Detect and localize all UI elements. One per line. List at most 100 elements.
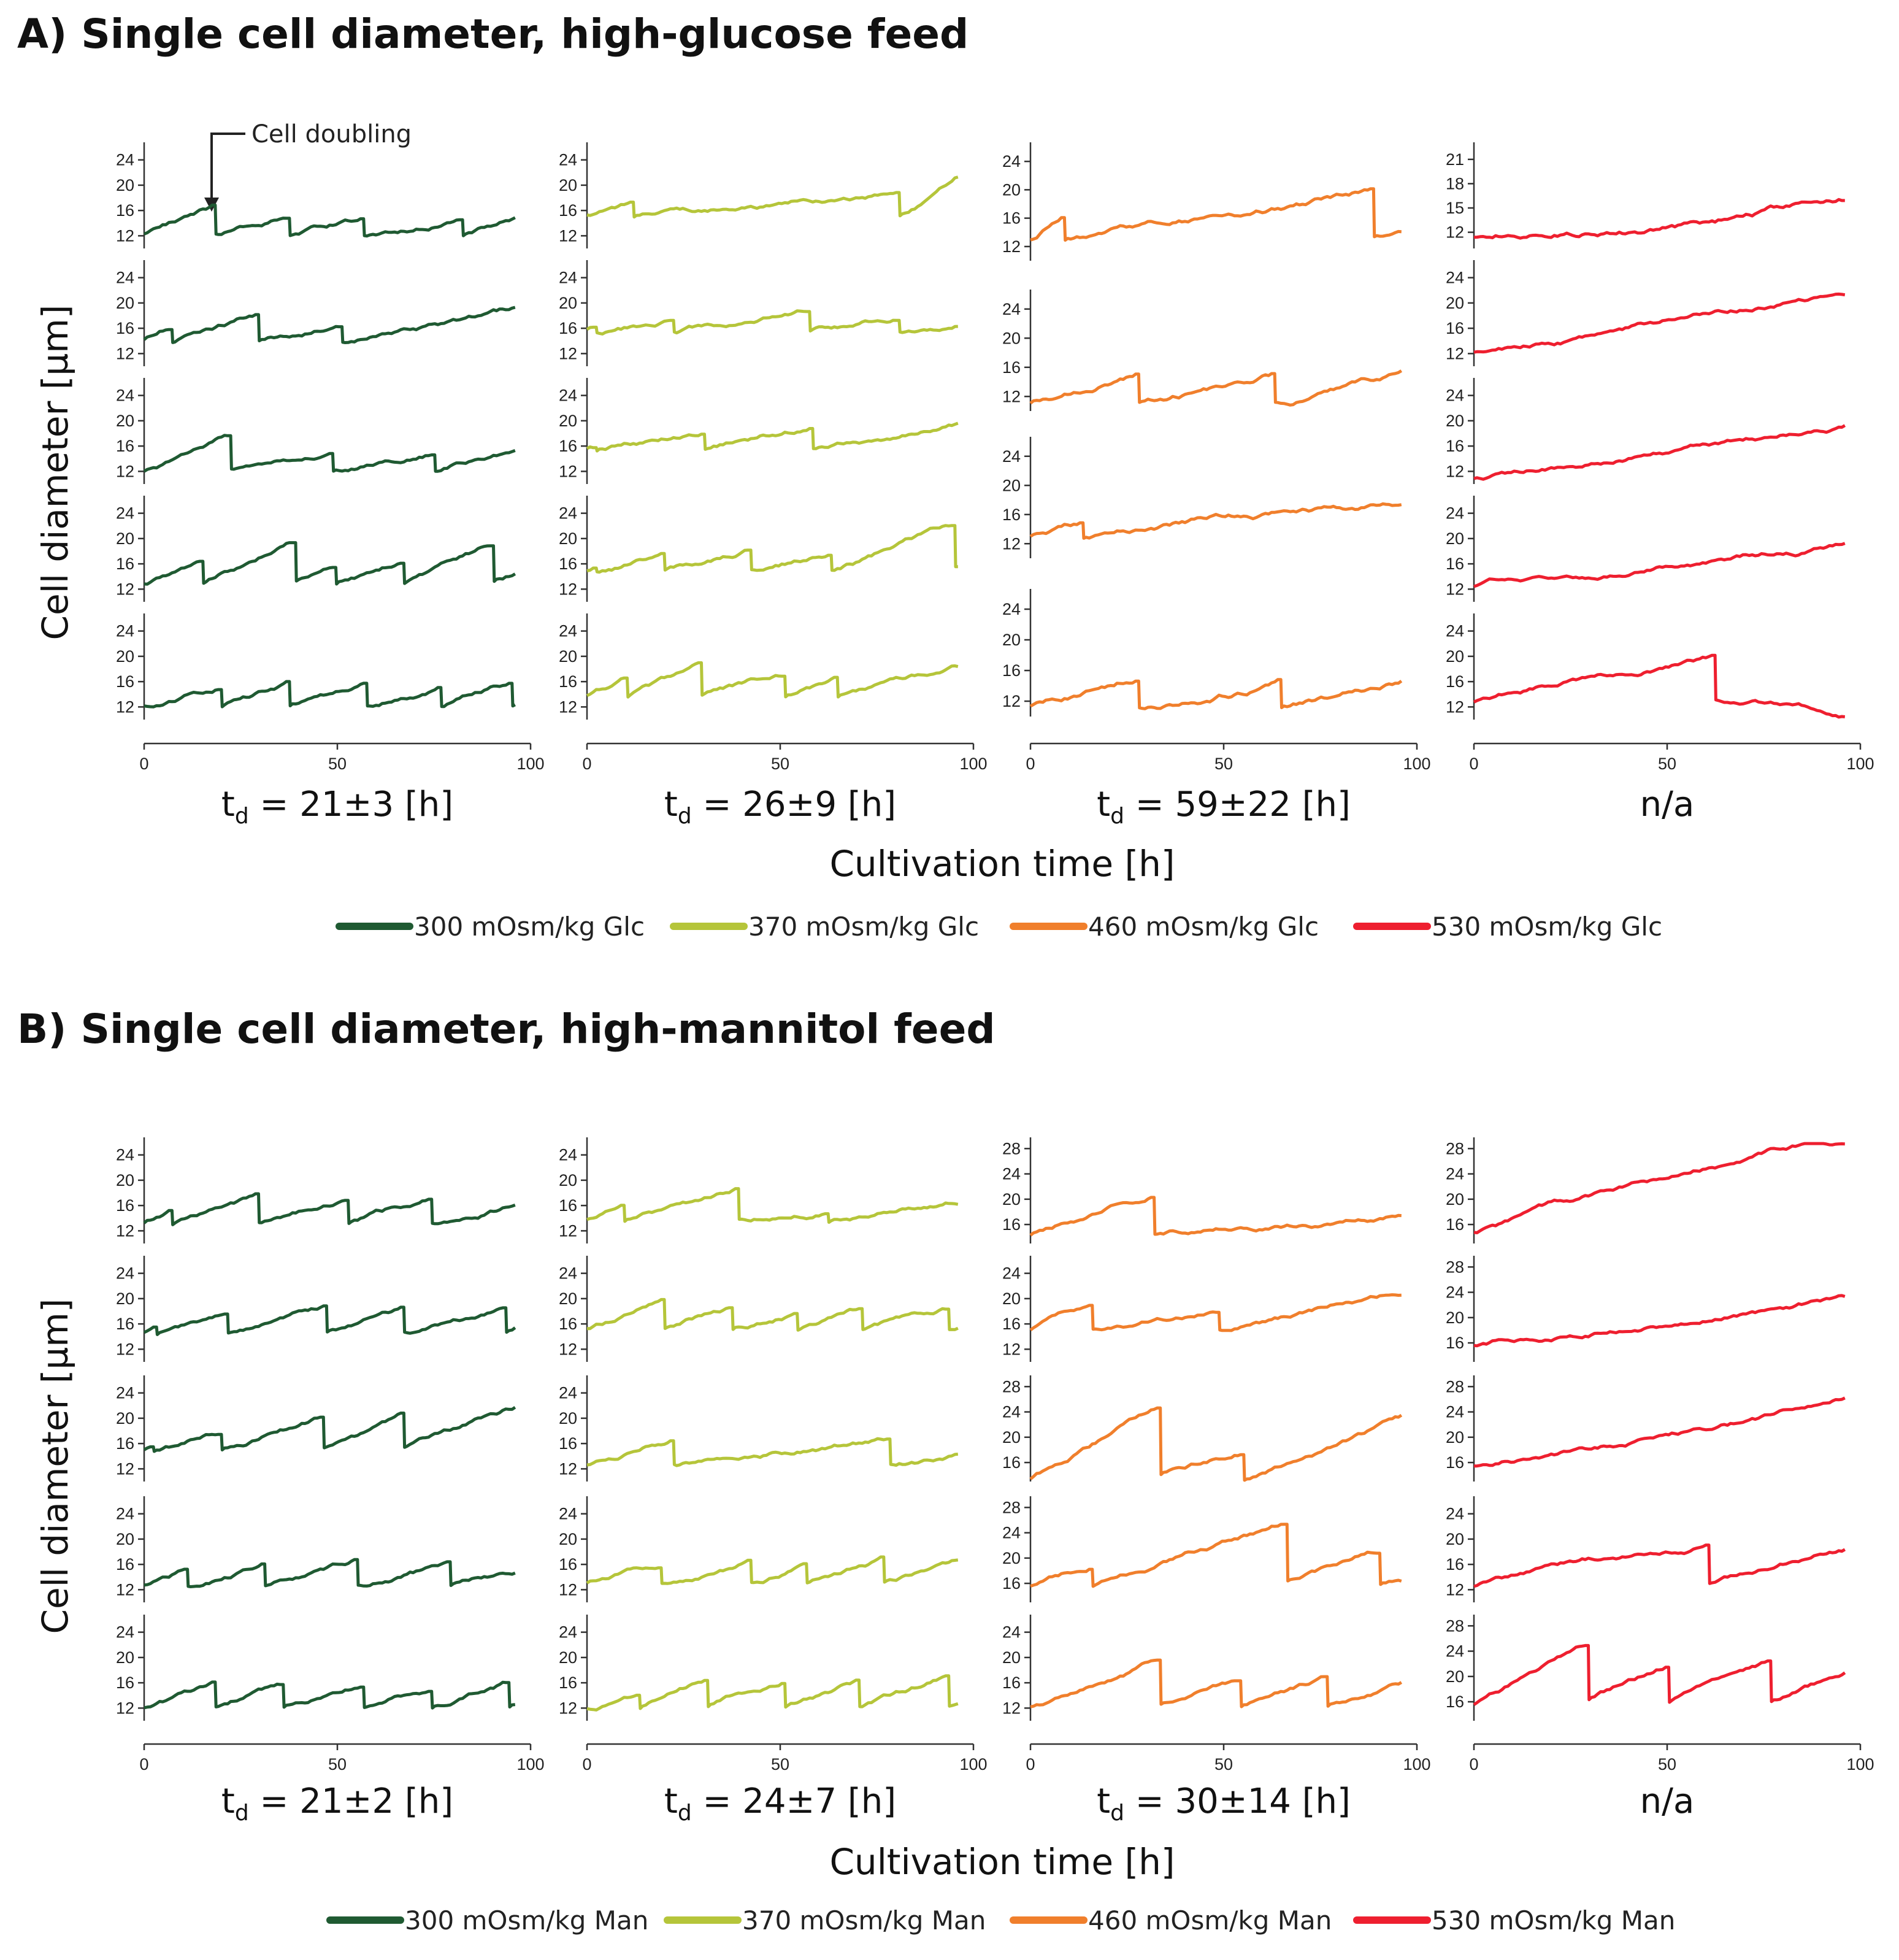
series-line-A-1-5 [144, 680, 516, 709]
y-tick-label: 24 [559, 1146, 577, 1164]
y-tick-label: 16 [559, 319, 577, 337]
y-tick-label: 24 [559, 151, 577, 169]
y-tick-label: 16 [1002, 661, 1021, 680]
y-tick-label: 20 [1002, 1428, 1021, 1447]
y-tick-label: 12 [559, 1459, 577, 1478]
y-tick-label: 16 [1002, 505, 1021, 524]
y-tick-label: 20 [1002, 180, 1021, 199]
section_b-legend-item-1: 300 mOsm/kg Man [326, 1905, 648, 1935]
series-line-A-3-2 [1029, 369, 1403, 407]
y-tick-label: 20 [559, 1409, 577, 1428]
legend-label: 460 mOsm/kg Man [1088, 1905, 1332, 1935]
series-line-B-2-3 [586, 1437, 959, 1467]
series-line-A-1-4 [144, 541, 516, 586]
panel-A-1-1: 12 16 20 24 [116, 142, 516, 248]
label-main: t [221, 1781, 235, 1821]
section_b-column-label-2: td = 24±7 [h] [664, 1781, 896, 1826]
y-tick-label: 16 [1002, 1215, 1021, 1234]
series-line-B-2-4 [586, 1555, 959, 1585]
label-main: t [664, 785, 678, 824]
legend-label: 370 mOsm/kg Man [742, 1905, 986, 1935]
y-tick-label: 28 [1002, 1377, 1021, 1396]
y-tick-label: 12 [116, 1340, 134, 1358]
legend-label: 370 mOsm/kg Glc [748, 912, 979, 942]
y-tick-label: 20 [116, 529, 134, 548]
x-axis-B-4: 0 50 100 [1469, 1743, 1874, 1774]
x-tick-label: 50 [1658, 755, 1676, 773]
y-tick-label: 20 [1002, 476, 1021, 494]
y-tick-label: 24 [559, 504, 577, 523]
legend-label: 530 mOsm/kg Glc [1432, 912, 1662, 942]
y-tick-label: 24 [116, 269, 134, 287]
y-tick-label: 24 [559, 1264, 577, 1283]
y-tick-label: 12 [559, 580, 577, 598]
x-axis-B-3: 0 50 100 [1026, 1743, 1431, 1774]
x-tick-label: 100 [516, 755, 544, 773]
label-subscript: d [235, 804, 249, 829]
y-tick-label: 24 [559, 269, 577, 287]
y-tick-label: 20 [116, 412, 134, 430]
section_a-legend-item-3: 460 mOsm/kg Glc [1010, 912, 1319, 942]
panel-A-4-4: 12 16 20 24 [1446, 496, 1846, 602]
y-tick-label: 24 [1002, 1524, 1021, 1542]
label-main: n/a [1640, 785, 1695, 824]
y-tick-label: 24 [1002, 1403, 1021, 1421]
y-tick-label: 16 [1446, 437, 1464, 455]
section_a-column-label-4: n/a [1640, 785, 1695, 824]
y-tick-label: 15 [1446, 199, 1464, 217]
label-subscript: d [1110, 804, 1124, 829]
legend-label: 300 mOsm/kg Man [405, 1905, 648, 1935]
x-tick-label: 0 [139, 755, 148, 773]
label-rest: = 21±2 [h] [249, 1781, 453, 1821]
y-tick-label: 24 [1446, 622, 1464, 640]
panels-layer: 12 16 20 24 12 16 20 24 12 16 20 24 12 16 20 24 12 16 20 24… [116, 142, 1874, 1774]
panel-A-1-2: 12 16 20 24 [116, 260, 516, 366]
y-tick-label: 24 [1446, 1165, 1464, 1183]
y-tick-label: 24 [1002, 600, 1021, 618]
x-tick-label: 0 [1026, 1755, 1035, 1774]
section_a-legend-item-4: 530 mOsm/kg Glc [1353, 912, 1662, 942]
y-tick-label: 21 [1446, 150, 1464, 169]
series-line-A-4-5 [1473, 653, 1846, 719]
panel-A-1-5: 12 16 20 24 [116, 613, 516, 720]
y-tick-label: 12 [559, 1340, 577, 1358]
series-line-A-4-3 [1473, 424, 1846, 481]
y-tick-label: 12 [116, 1580, 134, 1599]
series-line-A-3-1 [1030, 187, 1402, 242]
label-main: t [1097, 1781, 1110, 1821]
y-tick-label: 20 [116, 1289, 134, 1308]
y-tick-label: 16 [1446, 672, 1464, 691]
y-tick-label: 24 [1446, 1403, 1464, 1421]
section_b-column-label-1: td = 21±2 [h] [221, 1781, 453, 1826]
y-tick-label: 24 [116, 1264, 134, 1283]
y-tick-label: 20 [1002, 1289, 1021, 1308]
y-tick-label: 24 [559, 1505, 577, 1523]
y-tick-label: 24 [1002, 447, 1021, 466]
series-line-A-4-2 [1473, 292, 1846, 354]
series-line-B-1-4 [144, 1558, 516, 1588]
y-tick-label: 12 [1002, 237, 1021, 256]
y-tick-label: 28 [1002, 1498, 1021, 1516]
panel-B-4-3: 16 20 24 28 [1446, 1375, 1846, 1482]
label-main: t [1097, 785, 1110, 824]
y-tick-label: 16 [559, 1196, 577, 1215]
y-tick-label: 12 [559, 1221, 577, 1240]
y-tick-label: 12 [1446, 698, 1464, 716]
y-tick-label: 20 [116, 1171, 134, 1189]
label-rest: = 26±9 [h] [692, 785, 896, 824]
series-line-B-3-4 [1030, 1523, 1402, 1588]
y-tick-label: 16 [116, 555, 134, 573]
section_a-column-label-1: td = 21±3 [h] [221, 785, 453, 829]
y-tick-label: 16 [559, 1555, 577, 1574]
y-tick-label: 20 [1446, 647, 1464, 666]
y-tick-label: 20 [116, 1648, 134, 1667]
label-main: n/a [1640, 1781, 1695, 1821]
panel-B-2-3: 12 16 20 24 [559, 1375, 959, 1482]
y-tick-label: 28 [1002, 1139, 1021, 1158]
x-tick-label: 50 [1214, 755, 1233, 773]
y-tick-label: 12 [1002, 692, 1021, 710]
y-tick-label: 20 [1002, 1190, 1021, 1209]
section-a-xlabel: Cultivation time [h] [829, 843, 1175, 885]
y-tick-label: 16 [116, 1315, 134, 1333]
